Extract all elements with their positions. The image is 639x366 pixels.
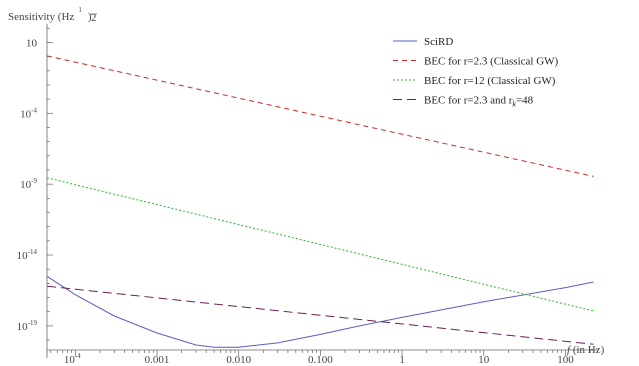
y-tick-label: 10-19 (17, 319, 38, 333)
x-axis-title-f: f (567, 344, 572, 356)
y-tick-label: 10-14 (17, 248, 38, 262)
series-layer (46, 55, 594, 348)
x-tick-label: 100 (557, 354, 574, 366)
y-axis-title-suffix: ) (88, 11, 92, 23)
x-axis-title: f (in Hz) (567, 344, 605, 356)
legend-label-3: BEC for r=12 (Classical GW) (424, 75, 556, 87)
y-axis-title: Sensitivity (Hz 1) (8, 6, 92, 23)
series-line-3 (46, 177, 594, 312)
series-line-4 (46, 285, 594, 345)
legend-label-1: SciRD (424, 36, 453, 48)
y-tick-label: 10-4 (20, 106, 37, 120)
series-line-2 (46, 55, 594, 177)
x-tick-label: 0.001 (145, 354, 170, 366)
y-tick-label: 10-9 (20, 177, 37, 191)
y-ticks: 10 10-4 10-9 10-14 10-19 (17, 27, 53, 341)
plot-area: 10-4 0.001 0.010 0.100 1 10 100 10 10-4 10-9 10-1… (17, 24, 598, 366)
x-tick-label: 1 (399, 354, 405, 366)
x-tick-label: 0.010 (226, 354, 251, 366)
legend-label-2: BEC for r=2.3 (Classical GW) (424, 56, 559, 68)
series-line-1 (46, 275, 594, 348)
y-axis-title-exp-num: 1 (78, 6, 82, 14)
x-tick-label: 10 (478, 354, 490, 366)
x-ticks: 10-4 0.001 0.010 0.100 1 10 100 (50, 350, 591, 366)
y-axis-title-main: Sensitivity (Hz (8, 11, 74, 23)
y-axis-title-exp-den: 2 (91, 12, 97, 24)
legend: SciRD BEC for r=2.3 (Classical GW) BEC for… (393, 36, 559, 109)
legend-label-4: BEC for r=2.3 and rk=48 (424, 95, 534, 109)
y-tick-label: 10 (26, 37, 38, 49)
x-tick-label: 0.100 (308, 354, 333, 366)
x-axis-title-rest: (in Hz) (570, 344, 605, 356)
x-tick-label: 10-4 (64, 352, 81, 366)
